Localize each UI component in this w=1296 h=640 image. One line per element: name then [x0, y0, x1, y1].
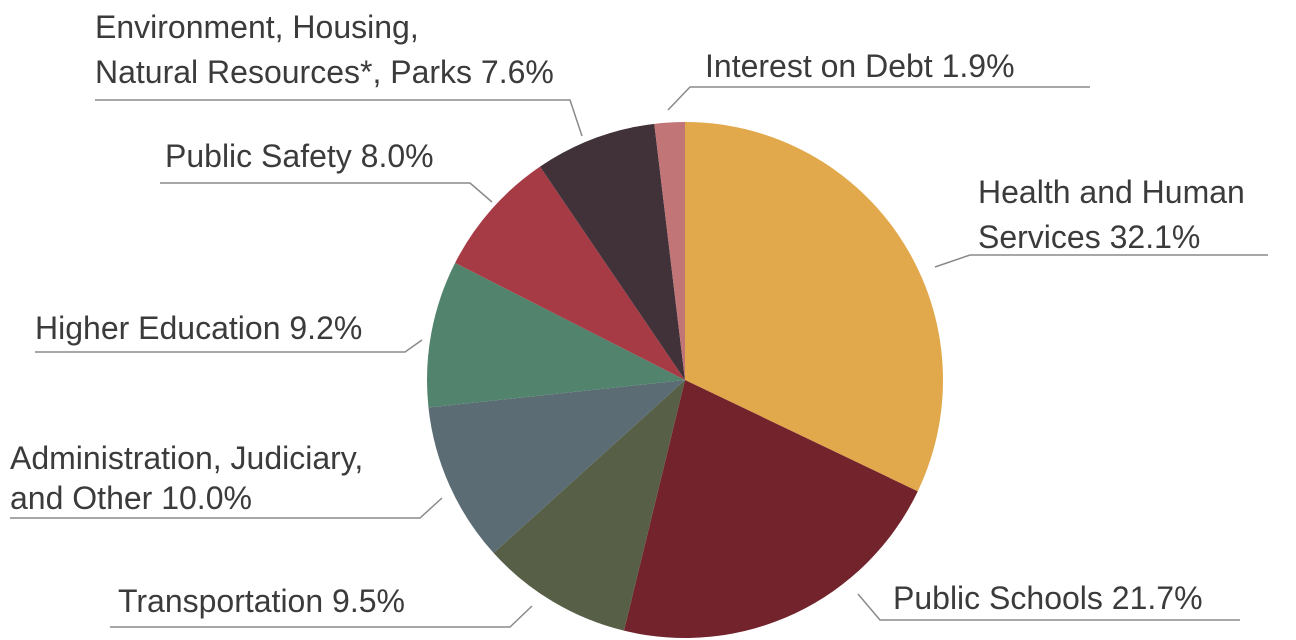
value-label: 32.1%	[1109, 219, 1201, 255]
category-label: Health and Human Services	[978, 174, 1245, 255]
value-label: 9.2%	[289, 310, 363, 346]
pie-slice	[654, 122, 685, 380]
slice-label: Interest on Debt 1.9%	[705, 45, 1015, 87]
category-label: Environment, Housing, Natural Resources*…	[95, 9, 473, 90]
slice-label: Environment, Housing, Natural Resources*…	[95, 5, 554, 95]
value-label: 10.0%	[161, 480, 252, 516]
slice-label: Public Schools 21.7%	[893, 577, 1203, 619]
category-label: Administration, Judiciary, and Other	[10, 440, 364, 516]
category-label: Public Safety	[165, 138, 352, 174]
leader-line	[667, 86, 1090, 111]
pie-slice	[623, 380, 918, 638]
value-label: 1.9%	[941, 48, 1015, 84]
value-label: 7.6%	[480, 54, 554, 90]
pie-slice	[428, 380, 685, 554]
leader-line	[10, 497, 443, 519]
slice-label: Higher Education 9.2%	[35, 307, 362, 349]
pie-slice	[539, 123, 685, 380]
leader-line	[160, 182, 493, 203]
pie-slice	[427, 262, 685, 408]
pie-slice	[685, 122, 943, 492]
value-label: 9.5%	[332, 583, 405, 619]
leader-line	[110, 605, 533, 628]
value-label: 21.7%	[1111, 580, 1203, 616]
slice-label: Transportation 9.5%	[118, 580, 405, 622]
slice-label: Public Safety 8.0%	[165, 135, 434, 177]
category-label: Interest on Debt	[705, 48, 933, 84]
pie-slice	[455, 166, 685, 380]
value-label: 8.0%	[360, 138, 434, 174]
category-label: Transportation	[118, 583, 324, 619]
leader-line	[95, 99, 583, 137]
category-label: Public Schools	[893, 580, 1103, 616]
slice-label: Administration, Judiciary, and Other 10.…	[10, 438, 363, 518]
category-label: Higher Education	[35, 310, 281, 346]
slice-label: Health and Human Services 32.1%	[978, 170, 1245, 260]
leader-line	[934, 254, 1268, 268]
leader-line	[857, 593, 1240, 621]
pie-slice	[493, 380, 685, 631]
leader-line	[35, 339, 423, 353]
